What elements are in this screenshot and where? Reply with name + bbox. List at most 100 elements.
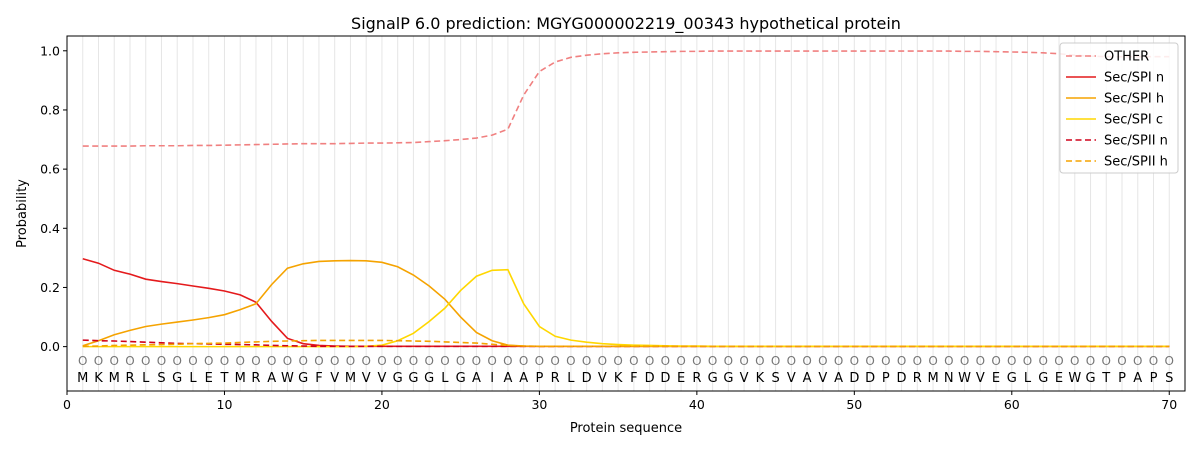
sequence-residue: R bbox=[551, 371, 560, 386]
series-line-1 bbox=[82, 257, 1170, 348]
sequence-residue: M bbox=[235, 371, 246, 386]
sequence-residue: V bbox=[598, 371, 607, 386]
sequence-residue: A bbox=[1133, 371, 1142, 386]
sequence-residue: A bbox=[503, 371, 512, 386]
x-tick-label: 40 bbox=[689, 397, 705, 412]
sequence-marker: O bbox=[472, 354, 481, 368]
sequence-marker: O bbox=[172, 354, 181, 368]
sequence-residue: G bbox=[456, 371, 466, 386]
sequence-residue: F bbox=[630, 371, 637, 386]
x-axis-ticks: 0 10 20 30 40 50 60 70 bbox=[63, 391, 1177, 412]
sequence-marker: O bbox=[346, 354, 355, 368]
sequence-residue: P bbox=[1118, 371, 1126, 386]
sequence-marker: O bbox=[1102, 354, 1111, 368]
sequence-residue: V bbox=[377, 371, 386, 386]
sequence-marker: O bbox=[1086, 354, 1095, 368]
sequence-marker: O bbox=[220, 354, 229, 368]
sequence-marker: O bbox=[94, 354, 103, 368]
sequence-residue: D bbox=[865, 371, 875, 386]
sequence-marker: O bbox=[913, 354, 922, 368]
sequence-marker: O bbox=[661, 354, 670, 368]
sequence-residue: G bbox=[1007, 371, 1017, 386]
sequence-marker: O bbox=[424, 354, 433, 368]
x-tick-label: 10 bbox=[217, 397, 233, 412]
sequence-residue: T bbox=[1101, 371, 1110, 386]
sequence-residue: E bbox=[992, 371, 1000, 386]
sequence-residue: G bbox=[424, 371, 434, 386]
sequence-residue: S bbox=[157, 371, 165, 386]
sequence-marker: O bbox=[582, 354, 591, 368]
sequence-marker: O bbox=[613, 354, 622, 368]
sequence-marker: O bbox=[598, 354, 607, 368]
sequence-residue: L bbox=[189, 371, 197, 386]
sequence-marker: O bbox=[802, 354, 811, 368]
sequence-gridlines bbox=[82, 36, 1170, 391]
sequence-marker: O bbox=[393, 354, 402, 368]
sequence-marker: O bbox=[991, 354, 1000, 368]
sequence-residue: D bbox=[849, 371, 859, 386]
x-tick-label: 30 bbox=[531, 397, 547, 412]
sequence-marker: O bbox=[1165, 354, 1174, 368]
sequence-residue: G bbox=[298, 371, 308, 386]
sequence-residue: S bbox=[771, 371, 779, 386]
sequence-marker: O bbox=[188, 354, 197, 368]
sequence-marker: O bbox=[141, 354, 150, 368]
sequence-residue: G bbox=[172, 371, 182, 386]
series-lines bbox=[82, 50, 1170, 348]
sequence-marker: O bbox=[1133, 354, 1142, 368]
sequence-marker: O bbox=[110, 354, 119, 368]
sequence-marker: O bbox=[881, 354, 890, 368]
sequence-residue: R bbox=[251, 371, 260, 386]
sequence-residue: N bbox=[944, 371, 954, 386]
sequence-marker: O bbox=[330, 354, 339, 368]
sequence-marker: O bbox=[157, 354, 166, 368]
sequence-residue: G bbox=[708, 371, 718, 386]
sequence-marker: O bbox=[550, 354, 559, 368]
x-tick-label: 70 bbox=[1161, 397, 1177, 412]
sequence-marker: O bbox=[818, 354, 827, 368]
legend-label: Sec/SPI h bbox=[1104, 92, 1164, 107]
sequence-residue: S bbox=[1165, 371, 1173, 386]
sequence-residue: M bbox=[345, 371, 356, 386]
sequence-residue: A bbox=[803, 371, 812, 386]
x-axis-label: Protein sequence bbox=[570, 421, 682, 436]
sequence-marker: O bbox=[944, 354, 953, 368]
sequence-marker: O bbox=[976, 354, 985, 368]
sequence-marker: O bbox=[409, 354, 418, 368]
sequence-residue: D bbox=[897, 371, 907, 386]
sequence-marker: O bbox=[708, 354, 717, 368]
sequence-marker: O bbox=[834, 354, 843, 368]
sequence-residue: E bbox=[1055, 371, 1063, 386]
sequence-residue: I bbox=[490, 371, 494, 386]
sequence-marker: O bbox=[739, 354, 748, 368]
sequence-residue: L bbox=[142, 371, 150, 386]
sequence-marker: O bbox=[865, 354, 874, 368]
sequence-residue: A bbox=[519, 371, 528, 386]
sequence-residue: A bbox=[472, 371, 481, 386]
sequence-residue: M bbox=[927, 371, 938, 386]
sequence-residue: L bbox=[441, 371, 449, 386]
sequence-marker: O bbox=[724, 354, 733, 368]
sequence-marker: O bbox=[535, 354, 544, 368]
sequence-marker: O bbox=[78, 354, 87, 368]
sequence-marker: O bbox=[125, 354, 134, 368]
sequence-marker: O bbox=[377, 354, 386, 368]
sequence-residue: W bbox=[281, 371, 294, 386]
sequence-marker: O bbox=[755, 354, 764, 368]
series-line-5 bbox=[82, 339, 1170, 348]
y-axis-ticks: 0.0 0.2 0.4 0.6 0.8 1.0 bbox=[40, 43, 67, 354]
sequence-residue: E bbox=[205, 371, 213, 386]
sequence-residue: T bbox=[219, 371, 228, 386]
sequence-residue: V bbox=[976, 371, 985, 386]
sequence-residue: G bbox=[408, 371, 418, 386]
sequence-marker: O bbox=[771, 354, 780, 368]
sequence-marker: O bbox=[676, 354, 685, 368]
sequence-marker: O bbox=[629, 354, 638, 368]
y-tick-label: 0.6 bbox=[40, 162, 60, 177]
sequence-residue: K bbox=[756, 371, 765, 386]
sequence-residue: L bbox=[567, 371, 575, 386]
sequence-marker: O bbox=[314, 354, 323, 368]
sequence-residue: D bbox=[660, 371, 670, 386]
series-line-0 bbox=[82, 50, 1170, 147]
